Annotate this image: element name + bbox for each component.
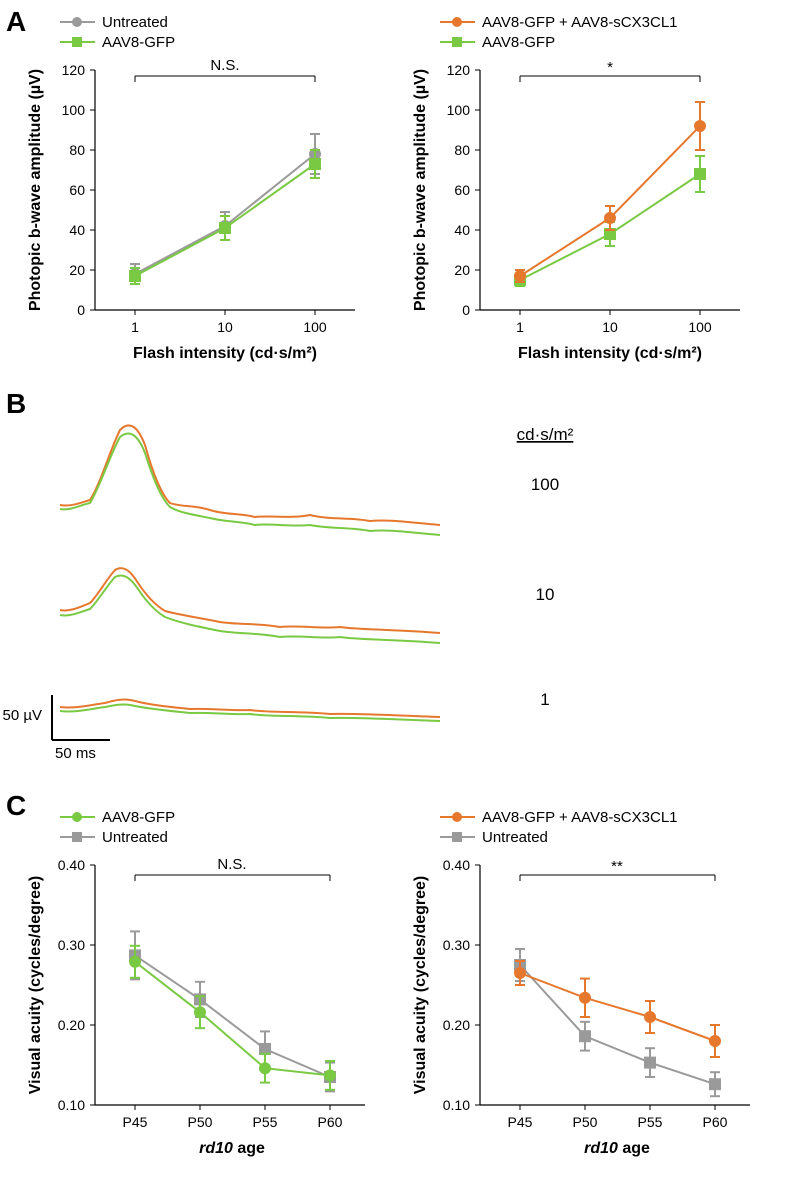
- svg-text:AAV8-GFP: AAV8-GFP: [102, 809, 175, 826]
- svg-text:40: 40: [454, 222, 470, 238]
- svg-text:AAV8-GFP + AAV8-sCX3CL1: AAV8-GFP + AAV8-sCX3CL1: [482, 809, 678, 826]
- svg-text:P45: P45: [123, 1114, 148, 1130]
- panel-b-svg: cd·s/m² 100 10 1 50 µV 50 ms: [0, 395, 793, 785]
- svg-text:P55: P55: [253, 1114, 278, 1130]
- panel-c-left-chart: 0.10 0.20 0.30 0.40 P45 P50 P55 P60 rd10…: [27, 856, 365, 1157]
- svg-text:1: 1: [131, 319, 139, 335]
- svg-text:Visual acuity (cycles/degree): Visual acuity (cycles/degree): [27, 876, 44, 1094]
- svg-text:Flash intensity (cd·s/m²): Flash intensity (cd·s/m²): [518, 345, 702, 362]
- svg-text:10: 10: [602, 319, 618, 335]
- panel-a-right-legend: AAV8-GFP + AAV8-sCX3CL1 AAV8-GFP: [440, 14, 678, 51]
- svg-text:60: 60: [69, 182, 85, 198]
- svg-text:120: 120: [447, 62, 471, 78]
- svg-text:0.40: 0.40: [58, 857, 85, 873]
- svg-text:0: 0: [77, 302, 85, 318]
- legend-label: AAV8-GFP + AAV8-sCX3CL1: [482, 14, 678, 31]
- svg-text:P60: P60: [318, 1114, 343, 1130]
- panel-a-left-legend: Untreated AAV8-GFP: [60, 14, 175, 51]
- svg-text:0.20: 0.20: [58, 1017, 85, 1033]
- svg-text:120: 120: [62, 62, 86, 78]
- svg-text:0: 0: [462, 302, 470, 318]
- svg-text:P45: P45: [508, 1114, 533, 1130]
- svg-text:N.S.: N.S.: [217, 856, 246, 873]
- svg-text:0.20: 0.20: [443, 1017, 470, 1033]
- svg-text:80: 80: [454, 142, 470, 158]
- intensity-label: 1: [540, 690, 549, 709]
- x-axis-title: Flash intensity (cd·s/m²): [133, 345, 317, 362]
- panel-c-right-legend: AAV8-GFP + AAV8-sCX3CL1 Untreated: [440, 809, 678, 846]
- svg-text:10: 10: [217, 319, 233, 335]
- svg-text:Photopic b-wave amplitude (µV): Photopic b-wave amplitude (µV): [412, 69, 429, 311]
- svg-text:**: **: [611, 858, 623, 875]
- intensity-header: cd·s/m²: [517, 425, 574, 444]
- svg-text:P50: P50: [573, 1114, 598, 1130]
- svg-text:20: 20: [454, 262, 470, 278]
- y-axis-title: Photopic b-wave amplitude (µV): [27, 69, 44, 311]
- svg-text:P50: P50: [188, 1114, 213, 1130]
- svg-text:60: 60: [454, 182, 470, 198]
- svg-text:Untreated: Untreated: [482, 829, 548, 846]
- svg-text:0.30: 0.30: [443, 937, 470, 953]
- svg-text:rd10 age: rd10 age: [584, 1140, 650, 1157]
- svg-text:40: 40: [69, 222, 85, 238]
- scale-y-label: 50 µV: [3, 707, 43, 724]
- svg-text:100: 100: [688, 319, 712, 335]
- svg-text:100: 100: [303, 319, 327, 335]
- legend-label: AAV8-GFP: [102, 34, 175, 51]
- erg-traces: [60, 425, 440, 721]
- svg-text:80: 80: [69, 142, 85, 158]
- panel-a-svg: Untreated AAV8-GFP AAV8-GFP + AAV8-sCX3C…: [0, 0, 793, 390]
- scale-x-label: 50 ms: [55, 745, 96, 762]
- svg-text:0.10: 0.10: [58, 1097, 85, 1113]
- panel-a-left-chart: 0 20 40 60 80 100 120 1 10 100 Flash int…: [27, 57, 355, 362]
- svg-text:Visual acuity (cycles/degree): Visual acuity (cycles/degree): [412, 876, 429, 1094]
- intensity-label: 10: [536, 585, 555, 604]
- svg-text:0.40: 0.40: [443, 857, 470, 873]
- svg-text:Untreated: Untreated: [102, 829, 168, 846]
- panel-c-svg: AAV8-GFP Untreated AAV8-GFP + AAV8-sCX3C…: [0, 795, 793, 1203]
- svg-text:100: 100: [447, 102, 471, 118]
- svg-text:P60: P60: [703, 1114, 728, 1130]
- panel-c-right-chart: 0.10 0.20 0.30 0.40 P45 P50 P55 P60 rd10…: [412, 857, 750, 1157]
- legend-label: Untreated: [102, 14, 168, 31]
- svg-text:20: 20: [69, 262, 85, 278]
- svg-text:0.10: 0.10: [443, 1097, 470, 1113]
- figure-page: A B C Untreated AAV8-GFP AAV8-GFP + AAV8…: [0, 0, 793, 1203]
- panel-c-left-legend: AAV8-GFP Untreated: [60, 809, 175, 846]
- svg-text:P55: P55: [638, 1114, 663, 1130]
- svg-text:rd10 age: rd10 age: [199, 1140, 265, 1157]
- significance-label: N.S.: [210, 57, 239, 74]
- svg-text:100: 100: [62, 102, 86, 118]
- intensity-label: 100: [531, 475, 559, 494]
- svg-text:*: *: [607, 59, 613, 76]
- panel-a-right-chart: 0 20 40 60 80 100 120 1 10 100 Flash int…: [412, 59, 740, 362]
- svg-text:0.30: 0.30: [58, 937, 85, 953]
- legend-label: AAV8-GFP: [482, 34, 555, 51]
- svg-text:1: 1: [516, 319, 524, 335]
